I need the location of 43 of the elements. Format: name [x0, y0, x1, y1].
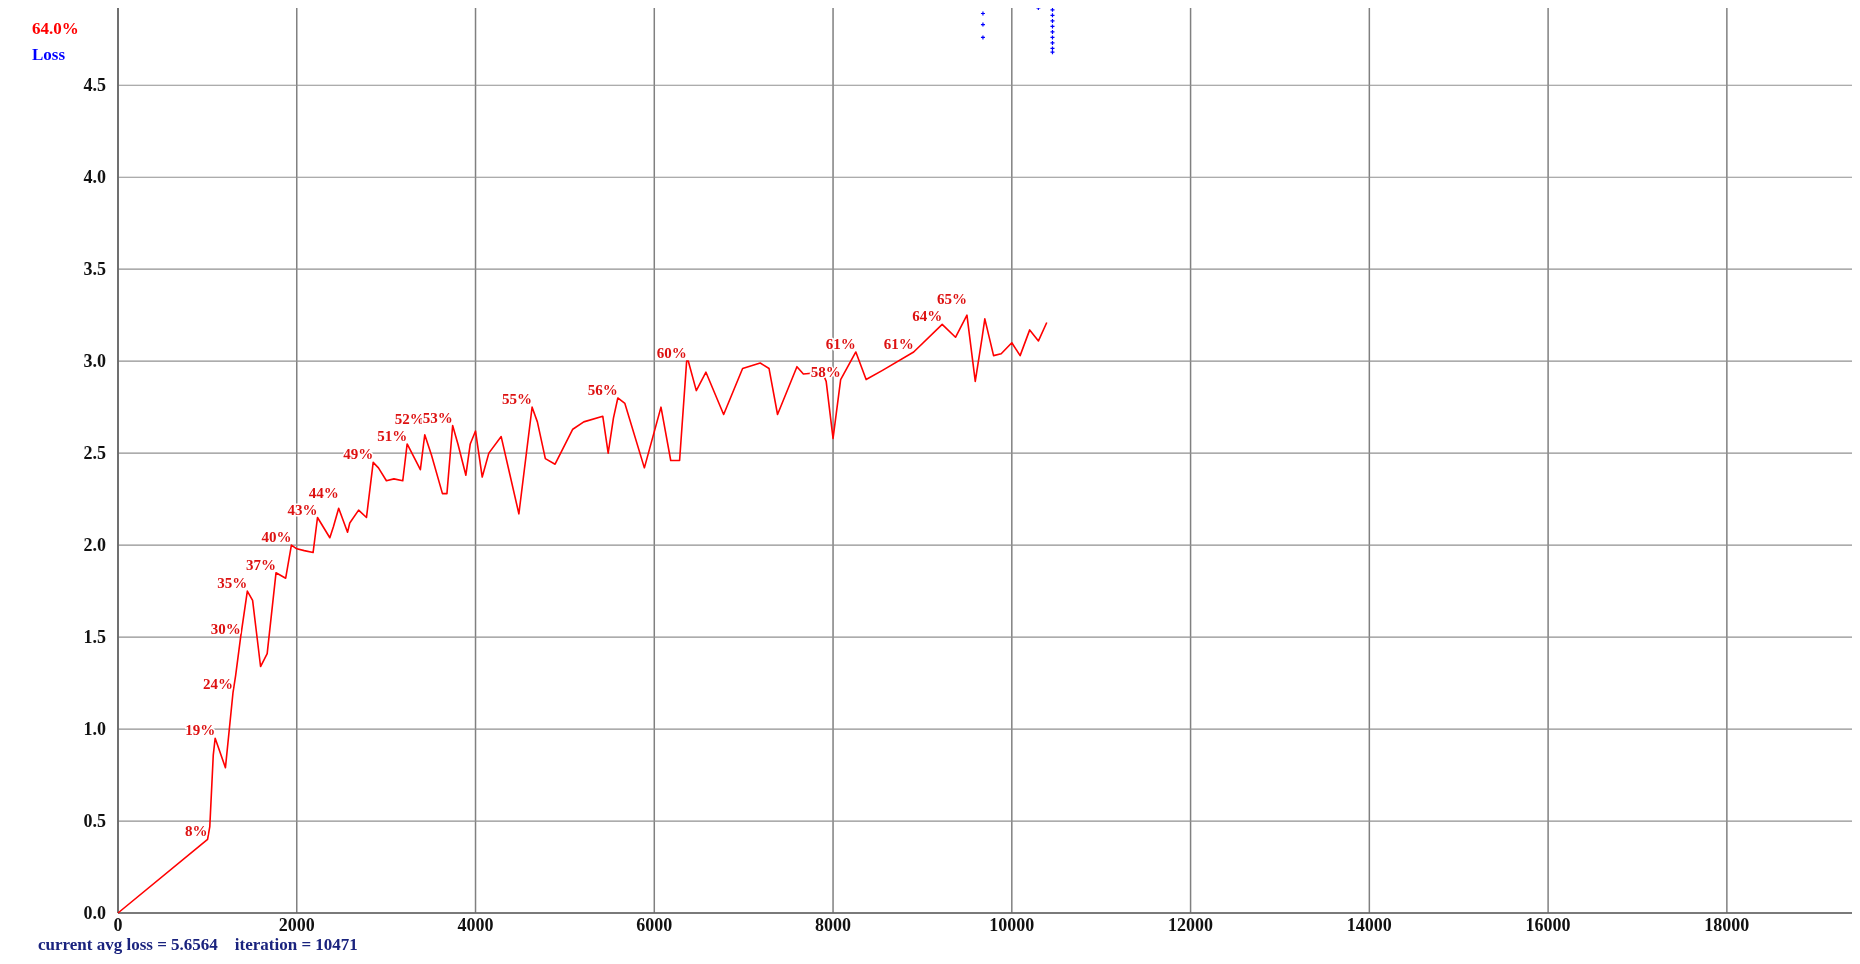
- text: 64.0%: [32, 19, 79, 38]
- text: current avg loss = 5.6564 iteration = 10471: [38, 935, 358, 954]
- data-label: 44%: [308, 484, 339, 501]
- y-tick-label: 1.0: [83, 719, 106, 740]
- y-tick-label: 1.5: [83, 627, 106, 648]
- data-label: 19%: [185, 722, 216, 739]
- data-label: 37%: [246, 556, 277, 573]
- data-label: 64%: [912, 308, 943, 325]
- text: Loss: [32, 45, 66, 64]
- y-tick-label: 3.0: [83, 351, 106, 372]
- y-tick-label: 2.0: [83, 535, 106, 556]
- data-label: 60%: [656, 345, 687, 362]
- x-tick-label: 0: [113, 915, 123, 935]
- data-label: 30%: [210, 621, 241, 638]
- x-tick-label: 14000: [1346, 915, 1392, 935]
- data-label: 51%: [377, 427, 408, 444]
- data-label: 56%: [587, 381, 618, 398]
- data-label: 53%: [422, 409, 453, 426]
- y-tick-label: 0.0: [83, 903, 106, 923]
- y-tick-label: 4.5: [83, 75, 106, 96]
- data-label: 8%: [185, 823, 208, 840]
- x-tick-label: 10000: [989, 915, 1035, 935]
- data-label: 58%: [810, 363, 841, 380]
- x-tick-label: 2000: [278, 915, 315, 935]
- data-label: 40%: [261, 529, 292, 546]
- data-label: 35%: [217, 575, 248, 592]
- data-label: 55%: [502, 391, 533, 408]
- data-label: 24%: [203, 676, 234, 693]
- y-tick-label: 4.0: [83, 167, 106, 188]
- y-tick-label: 0.5: [83, 811, 106, 832]
- x-tick-label: 8000: [815, 915, 852, 935]
- data-label: 65%: [936, 291, 967, 308]
- x-tick-label: 6000: [636, 915, 673, 935]
- x-tick-label: 12000: [1168, 915, 1214, 935]
- y-tick-label: 3.5: [83, 259, 106, 280]
- data-label: 61%: [825, 335, 856, 352]
- data-label: 61%: [883, 335, 914, 352]
- x-tick-label: 4000: [457, 915, 494, 935]
- data-label: 43%: [287, 501, 318, 518]
- x-tick-label: 16000: [1525, 915, 1571, 935]
- x-tick-label: 18000: [1704, 915, 1750, 935]
- y-tick-label: 2.5: [83, 443, 106, 464]
- data-label: 49%: [343, 446, 374, 463]
